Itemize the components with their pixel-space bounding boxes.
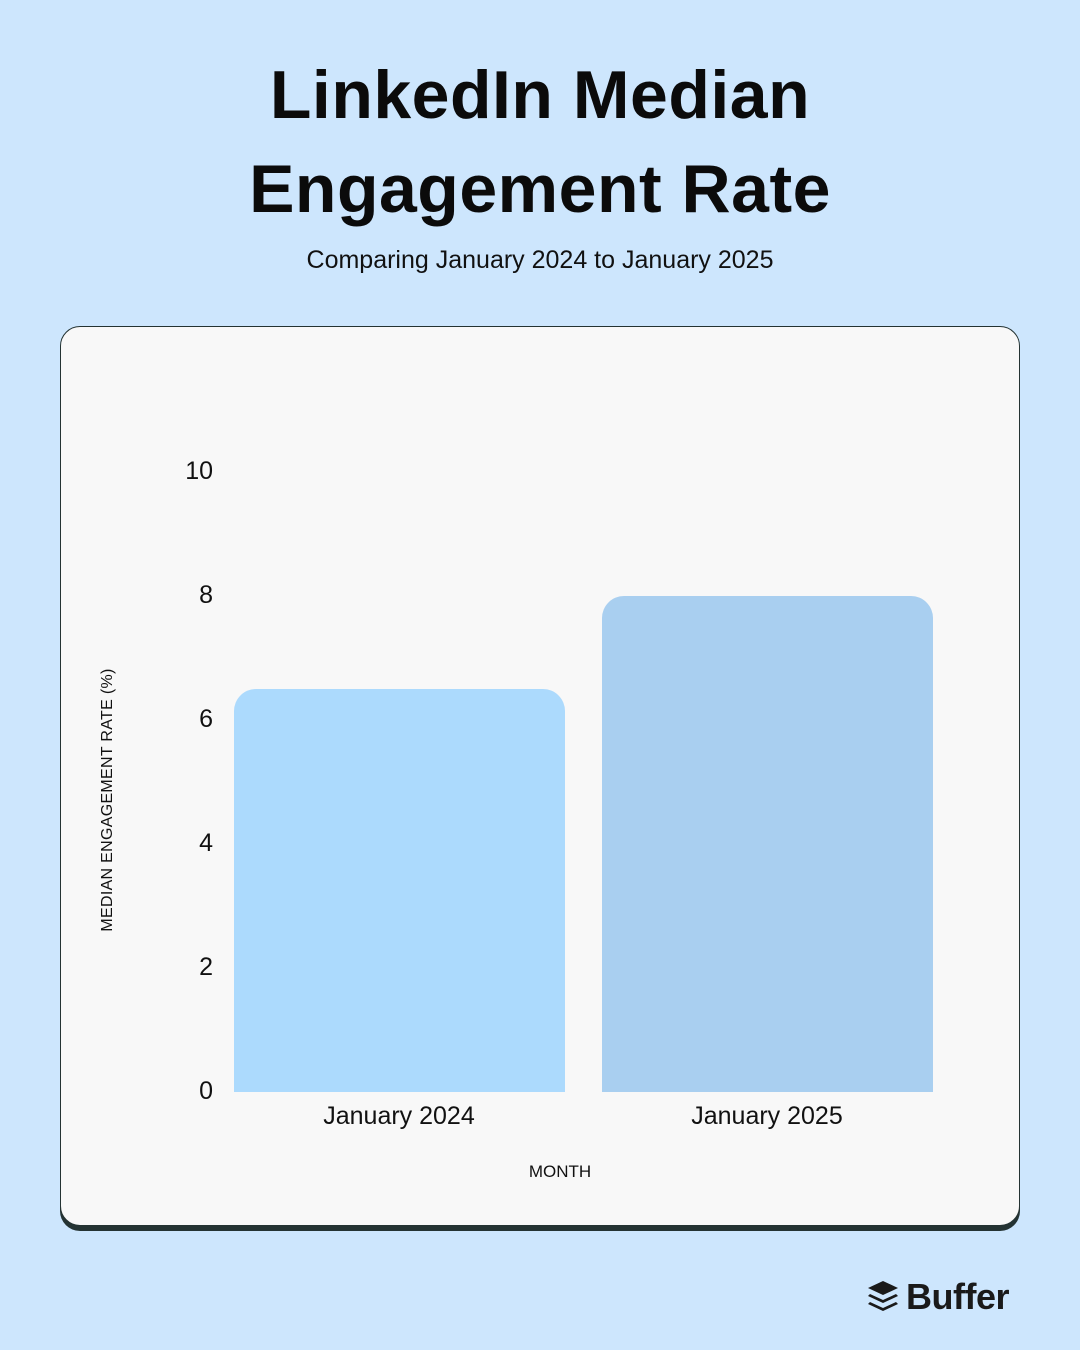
title-line-1: LinkedIn Median — [269, 57, 811, 133]
y-tick-4: 4 — [199, 829, 213, 857]
page-subtitle: Comparing January 2024 to January 2025 — [306, 246, 774, 274]
page-title: LinkedIn Median Engagement Rate — [0, 48, 1080, 236]
buffer-logo-text: Buffer — [906, 1276, 1010, 1317]
buffer-logo: Buffer — [866, 1276, 1010, 1318]
title-line-2: Engagement Rate — [249, 151, 831, 227]
buffer-stack-icon — [868, 1281, 898, 1311]
y-tick-10: 10 — [185, 457, 213, 485]
bar-january-2025 — [602, 596, 933, 1092]
y-tick-8: 8 — [199, 581, 213, 609]
y-axis-label: MEDIAN ENGAGEMENT RATE (%) — [99, 668, 116, 932]
x-tick-january-2024: January 2024 — [323, 1102, 475, 1130]
y-tick-6: 6 — [199, 705, 213, 733]
y-tick-2: 2 — [199, 953, 213, 981]
y-tick-0: 0 — [199, 1077, 213, 1105]
x-axis-label: MONTH — [528, 1162, 592, 1181]
bar-january-2024 — [234, 689, 565, 1092]
x-tick-january-2025: January 2025 — [691, 1102, 843, 1130]
